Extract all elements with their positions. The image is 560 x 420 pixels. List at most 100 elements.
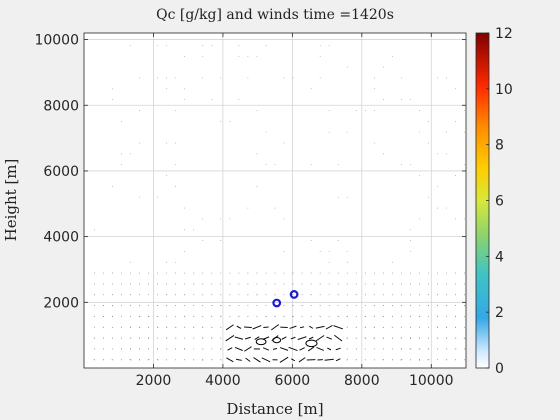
wind-vector	[391, 304, 393, 307]
wind-vector	[308, 336, 314, 340]
wind-vector	[315, 325, 325, 329]
wind-vector	[226, 357, 234, 363]
wind-vector	[418, 315, 421, 318]
wind-vector	[129, 304, 132, 307]
wind-vector	[292, 315, 294, 318]
wind-vectors	[93, 45, 466, 363]
chart-title: Qc [g/kg] and winds time =1420s	[156, 7, 394, 23]
wind-vector	[138, 337, 141, 339]
wind-vector	[337, 283, 339, 285]
x-axis: 2000 4000 6000 8000 10000	[136, 33, 454, 389]
wind-vector	[138, 348, 141, 350]
wind-vector	[102, 294, 104, 296]
wind-vector	[175, 294, 177, 296]
wind-vector	[427, 348, 430, 350]
wind-vector	[445, 283, 448, 285]
wind-vector	[436, 294, 439, 296]
wind-vector	[346, 305, 348, 307]
wind-vector	[337, 315, 339, 318]
wind-vector	[382, 337, 385, 339]
grid	[84, 33, 466, 368]
wind-vector	[409, 326, 412, 328]
qc-contours	[255, 336, 318, 348]
wind-vector	[193, 283, 195, 285]
wind-vector	[202, 294, 204, 296]
wind-vector	[238, 315, 240, 318]
wind-vector	[111, 326, 114, 328]
wind-vector	[373, 304, 376, 307]
wind-vector	[220, 283, 222, 285]
wind-vector	[279, 356, 289, 363]
wind-vector	[166, 304, 168, 307]
wind-vector	[290, 336, 296, 340]
wind-vector	[157, 283, 159, 285]
colorbar-tick-label: 6	[495, 194, 504, 210]
wind-vector	[102, 326, 105, 328]
wind-vector	[299, 347, 305, 351]
wind-vector	[324, 358, 334, 361]
wind-vector	[256, 272, 258, 274]
wind-vector	[120, 337, 123, 339]
wind-vector	[211, 315, 213, 318]
wind-vector	[225, 324, 234, 331]
wind-vector	[315, 335, 325, 342]
wind-vector	[202, 315, 204, 318]
wind-vector	[454, 315, 457, 318]
wind-vector	[263, 326, 269, 329]
wind-vector	[355, 315, 357, 318]
y-tick-label: 6000	[43, 164, 79, 180]
wind-vector	[120, 326, 123, 328]
wind-vector	[319, 315, 321, 318]
wind-vector	[93, 283, 95, 285]
wind-vector	[409, 348, 412, 350]
qc-contour	[255, 338, 267, 346]
wind-vector	[165, 326, 168, 329]
wind-vector	[93, 348, 95, 350]
wind-vector	[299, 326, 305, 329]
wind-vector	[355, 283, 357, 285]
y-tick-label: 4000	[43, 230, 79, 246]
wind-vector	[244, 346, 252, 352]
colorbar-tick-label: 2	[495, 305, 504, 321]
wind-vector	[102, 305, 105, 307]
wind-vector	[156, 326, 159, 329]
wind-vector	[148, 305, 150, 307]
wind-vector	[202, 283, 204, 285]
wind-vector	[245, 357, 251, 362]
wind-vector	[288, 346, 298, 352]
wind-vector	[139, 304, 141, 307]
plot-background	[84, 33, 466, 368]
wind-vector	[445, 294, 448, 296]
wind-vector	[261, 357, 271, 363]
wind-vector	[298, 357, 306, 363]
wind-vector	[327, 347, 332, 351]
wind-vector	[355, 337, 357, 339]
wind-vector	[247, 305, 249, 307]
wind-vector	[129, 359, 132, 361]
wind-vector	[129, 326, 132, 329]
wind-vector	[111, 315, 114, 318]
wind-vector	[252, 325, 262, 330]
wind-vector	[436, 326, 439, 328]
wind-vector	[220, 348, 222, 350]
wind-vector	[418, 294, 421, 296]
wind-vector	[373, 283, 375, 285]
wind-vector	[247, 315, 249, 318]
wind-vector	[310, 305, 312, 307]
wind-vector	[328, 294, 330, 296]
wind-vector	[455, 272, 457, 274]
wind-vector	[319, 294, 321, 296]
wind-vector	[236, 325, 242, 329]
wind-vector	[120, 359, 123, 361]
markers	[272, 290, 299, 308]
wind-vector	[193, 326, 195, 328]
wind-vector	[244, 336, 251, 340]
wind-vector	[355, 359, 357, 361]
wind-vector	[225, 334, 235, 342]
colorbar-tick-label: 0	[495, 361, 504, 377]
plot-frame	[83, 32, 467, 369]
wind-vector	[463, 337, 466, 339]
wind-vector	[337, 294, 339, 296]
wind-vector	[310, 272, 312, 274]
